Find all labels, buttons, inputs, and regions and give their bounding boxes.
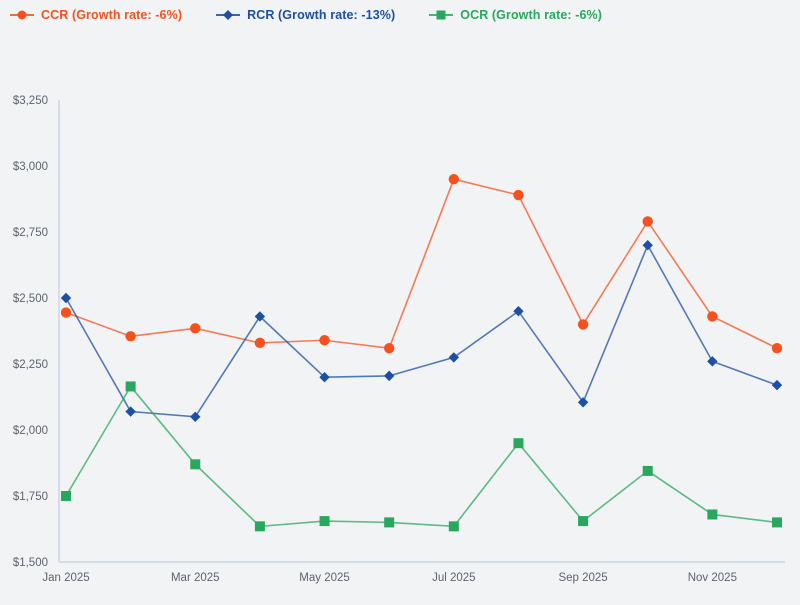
data-point-rcr-7 [513, 306, 524, 317]
x-tick-label: Jul 2025 [432, 572, 475, 584]
x-tick-label: May 2025 [299, 572, 350, 584]
y-tick-label: $3,000 [13, 161, 48, 173]
data-point-ccr-3 [254, 337, 266, 349]
square-icon [429, 10, 454, 20]
x-tick-label: Nov 2025 [688, 572, 737, 584]
data-point-ocr-4 [319, 516, 330, 527]
circle-icon [10, 10, 34, 20]
data-point-rcr-1 [125, 406, 136, 417]
data-point-ccr-8 [577, 319, 589, 330]
legend-label-ocr: OCR (Growth rate: -6%) [460, 8, 603, 22]
data-point-rcr-3 [254, 311, 266, 322]
data-point-rcr-8 [577, 397, 589, 408]
data-point-ccr-11 [771, 342, 783, 354]
series-line-rcr [65, 243, 778, 418]
data-point-ocr-1 [125, 381, 136, 392]
y-tick-label: $1,500 [13, 557, 48, 569]
data-point-ccr-6 [448, 174, 460, 185]
data-point-ccr-7 [513, 189, 524, 201]
y-tick-label: $2,500 [13, 293, 48, 305]
data-point-ocr-10 [707, 509, 718, 520]
data-point-ocr-3 [254, 521, 265, 532]
data-point-rcr-4 [319, 372, 330, 383]
data-point-rcr-9 [642, 240, 653, 251]
legend-label-rcr: RCR (Growth rate: -13%) [247, 8, 396, 22]
data-point-rcr-5 [383, 370, 395, 382]
data-point-ocr-11 [772, 517, 782, 528]
data-point-rcr-6 [448, 352, 460, 363]
data-point-ccr-1 [125, 331, 136, 342]
data-point-ocr-0 [61, 491, 71, 501]
y-tick-label: $1,750 [13, 491, 48, 503]
data-point-rcr-10 [707, 356, 718, 367]
y-tick-label: $3,250 [13, 95, 48, 107]
series-line-ocr [65, 385, 778, 528]
data-point-ocr-6 [448, 521, 459, 532]
data-point-ccr-5 [383, 342, 395, 354]
data-point-ocr-8 [578, 516, 589, 527]
data-point-ccr-0 [60, 307, 72, 318]
diamond-icon [216, 10, 241, 20]
data-point-rcr-11 [771, 379, 783, 391]
legend-label-ccr: CCR (Growth rate: -6%) [41, 8, 183, 22]
legend-item-rcr[interactable]: RCR (Growth rate: -13%) [216, 8, 395, 22]
data-point-rcr-0 [60, 292, 72, 304]
y-tick-label: $2,750 [13, 227, 48, 239]
data-point-ocr-5 [384, 517, 395, 528]
data-point-ccr-4 [319, 335, 330, 346]
data-point-ccr-2 [190, 323, 201, 334]
data-point-ccr-9 [642, 216, 653, 227]
legend-item-ocr[interactable]: OCR (Growth rate: -6%) [429, 8, 602, 22]
chart-legend: CCR (Growth rate: -6%) RCR (Growth rate:… [10, 8, 602, 22]
data-point-ocr-7 [513, 438, 524, 449]
x-tick-label: Mar 2025 [171, 572, 220, 584]
y-tick-label: $2,000 [13, 425, 48, 437]
y-tick-label: $2,250 [13, 359, 48, 371]
x-tick-label: Jan 2025 [42, 572, 89, 584]
data-point-rcr-2 [190, 411, 201, 422]
data-point-ccr-10 [707, 311, 718, 322]
x-tick-label: Sep 2025 [558, 572, 607, 584]
data-point-ocr-9 [642, 465, 653, 476]
legend-item-ccr[interactable]: CCR (Growth rate: -6%) [10, 8, 182, 22]
data-point-ocr-2 [190, 459, 201, 470]
series-line-ccr [65, 178, 778, 350]
